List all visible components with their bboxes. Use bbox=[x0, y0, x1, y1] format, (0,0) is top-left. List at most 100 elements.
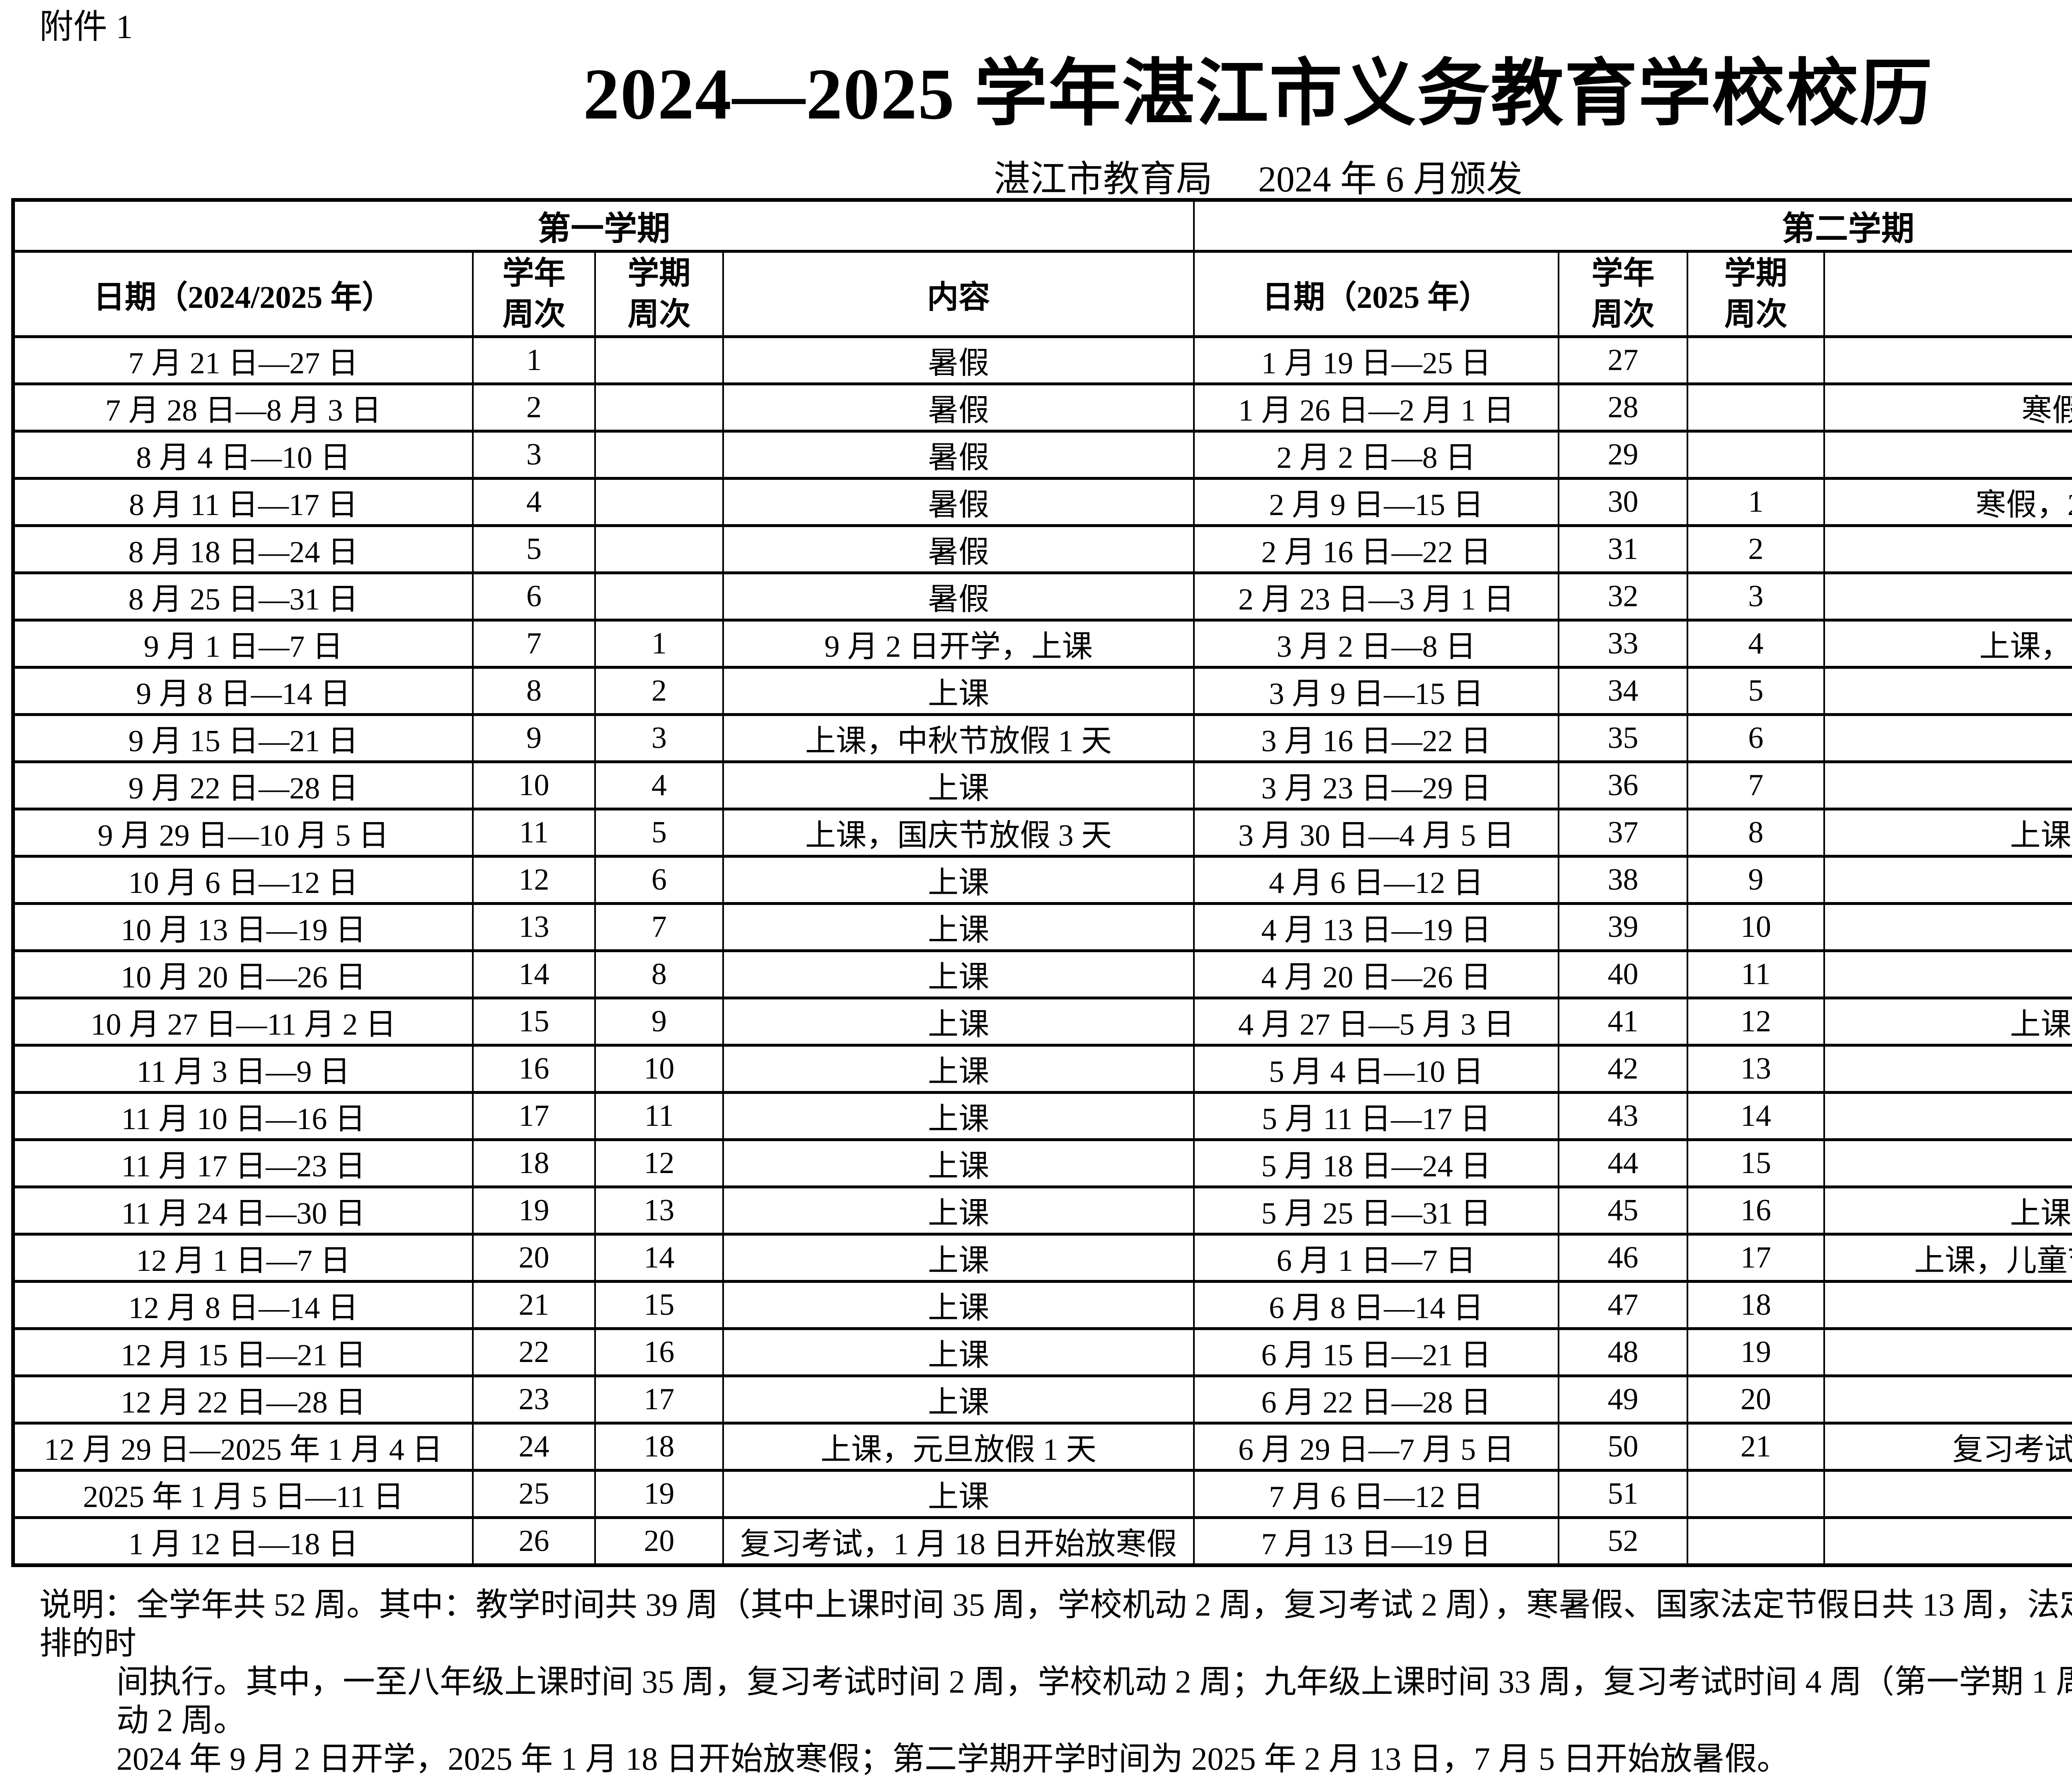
sem1-date-cell: 10 月 13 日—19 日 bbox=[13, 904, 473, 951]
sem2-term-week-cell: 19 bbox=[1687, 1329, 1824, 1376]
sem2-content-cell: 上课 bbox=[1824, 1376, 2072, 1423]
sem2-term-week-cell: 10 bbox=[1687, 904, 1824, 951]
sem1-content-cell: 上课 bbox=[723, 1234, 1194, 1282]
sem2-year-week-cell: 27 bbox=[1559, 337, 1687, 384]
sem1-year-week-cell: 22 bbox=[473, 1329, 595, 1376]
sem2-term-week-cell: 9 bbox=[1687, 856, 1824, 904]
sem2-year-week-cell: 31 bbox=[1559, 526, 1687, 573]
sem2-content-column-header: 内容 bbox=[1824, 252, 2072, 337]
sem2-year-week-cell: 36 bbox=[1559, 762, 1687, 809]
sem1-year-week-cell: 24 bbox=[473, 1423, 595, 1471]
sem2-content-cell: 暑假 bbox=[1824, 1471, 2072, 1518]
sem1-year-week-cell: 18 bbox=[473, 1140, 595, 1187]
semester1-header: 第一学期 bbox=[13, 200, 1194, 252]
sem1-content-cell: 暑假 bbox=[723, 384, 1194, 431]
sem2-content-cell: 上课 bbox=[1824, 1140, 2072, 1187]
sem2-content-cell: 上课 bbox=[1824, 1093, 2072, 1140]
sem2-date-cell: 1 月 26 日—2 月 1 日 bbox=[1194, 384, 1559, 431]
sem2-content-cell: 上课，儿童节（14 岁以下）放假 1 天 bbox=[1824, 1234, 2072, 1282]
sem2-date-cell: 5 月 11 日—17 日 bbox=[1194, 1093, 1559, 1140]
sem2-content-cell: 寒假，2 月 13 日开学，上课 bbox=[1824, 479, 2072, 526]
sem1-content-cell: 上课 bbox=[723, 1187, 1194, 1234]
sem1-year-week-cell: 5 bbox=[473, 526, 595, 573]
sem1-content-cell: 暑假 bbox=[723, 479, 1194, 526]
page-subtitle: 湛江市教育局 2024 年 6 月颁发 bbox=[0, 162, 2072, 198]
sem2-year-week-column-header-label: 学年周次 bbox=[1589, 253, 1657, 335]
notes-line-1: 说明：全学年共 52 周。其中：教学时间共 39 周（其中上课时间 35 周，学… bbox=[39, 1585, 2072, 1662]
sem2-content-cell: 上课 bbox=[1824, 1282, 2072, 1329]
sem2-date-cell: 3 月 16 日—22 日 bbox=[1194, 715, 1559, 762]
sem2-date-cell: 5 月 18 日—24 日 bbox=[1194, 1140, 1559, 1187]
sem2-year-week-cell: 43 bbox=[1559, 1093, 1687, 1140]
sem2-content-cell: 上课，清明节放假 1 天 bbox=[1824, 809, 2072, 856]
sem1-year-week-cell: 12 bbox=[473, 856, 595, 904]
sem2-term-week-cell: 21 bbox=[1687, 1423, 1824, 1471]
sem2-date-cell: 6 月 8 日—14 日 bbox=[1194, 1282, 1559, 1329]
sem2-date-cell: 3 月 2 日—8 日 bbox=[1194, 620, 1559, 668]
sem1-term-week-cell: 4 bbox=[595, 762, 723, 809]
sem2-term-week-cell: 7 bbox=[1687, 762, 1824, 809]
sem2-year-week-cell: 37 bbox=[1559, 809, 1687, 856]
sem1-year-week-cell: 17 bbox=[473, 1093, 595, 1140]
sem2-term-week-cell: 8 bbox=[1687, 809, 1824, 856]
sem2-date-cell: 2 月 16 日—22 日 bbox=[1194, 526, 1559, 573]
sem2-year-week-cell: 40 bbox=[1559, 951, 1687, 998]
sem1-year-week-column-header-label: 学年周次 bbox=[500, 253, 568, 335]
sem2-year-week-cell: 44 bbox=[1559, 1140, 1687, 1187]
sem1-term-week-cell: 8 bbox=[595, 951, 723, 998]
sem1-year-week-cell: 3 bbox=[473, 431, 595, 479]
semester2-header: 第二学期 bbox=[1194, 200, 2072, 252]
sem2-content-cell: 上课 bbox=[1824, 951, 2072, 998]
sem2-content-cell: 上课，劳动节放假 1 天 bbox=[1824, 998, 2072, 1045]
sem2-content-cell: 上课 bbox=[1824, 668, 2072, 715]
sem1-content-cell: 上课 bbox=[723, 1471, 1194, 1518]
sem1-year-week-cell: 16 bbox=[473, 1045, 595, 1093]
sem1-content-cell: 暑假 bbox=[723, 526, 1194, 573]
sem1-content-cell: 复习考试，1 月 18 日开始放寒假 bbox=[723, 1518, 1194, 1565]
sem2-year-week-cell: 48 bbox=[1559, 1329, 1687, 1376]
sem2-year-week-cell: 52 bbox=[1559, 1518, 1687, 1565]
sem2-year-week-cell: 45 bbox=[1559, 1187, 1687, 1234]
sem2-content-cell: 上课，妇女节妇女放假半天 bbox=[1824, 620, 2072, 668]
sem1-date-cell: 12 月 22 日—28 日 bbox=[13, 1376, 473, 1423]
sem2-content-cell: 上课 bbox=[1824, 1045, 2072, 1093]
sem2-term-week-cell: 18 bbox=[1687, 1282, 1824, 1329]
sem2-term-week-cell: 16 bbox=[1687, 1187, 1824, 1234]
sem2-term-week-cell bbox=[1687, 337, 1824, 384]
sem1-term-week-cell: 10 bbox=[595, 1045, 723, 1093]
sem2-content-cell: 上课 bbox=[1824, 573, 2072, 620]
sem2-term-week-cell: 2 bbox=[1687, 526, 1824, 573]
sem2-year-week-cell: 50 bbox=[1559, 1423, 1687, 1471]
sem2-date-cell: 6 月 15 日—21 日 bbox=[1194, 1329, 1559, 1376]
sem2-term-week-cell: 11 bbox=[1687, 951, 1824, 998]
attachment-label: 附件 1 bbox=[39, 7, 2072, 46]
sem1-term-week-cell: 2 bbox=[595, 668, 723, 715]
sem1-content-cell: 上课 bbox=[723, 998, 1194, 1045]
sem1-date-cell: 1 月 12 日—18 日 bbox=[13, 1518, 473, 1565]
sem2-year-week-cell: 42 bbox=[1559, 1045, 1687, 1093]
sem2-date-cell: 3 月 9 日—15 日 bbox=[1194, 668, 1559, 715]
sem1-term-week-cell: 11 bbox=[595, 1093, 723, 1140]
sem1-content-cell: 上课 bbox=[723, 1376, 1194, 1423]
sem1-term-week-cell bbox=[595, 384, 723, 431]
sem2-term-week-cell: 5 bbox=[1687, 668, 1824, 715]
sem2-date-cell: 2 月 23 日—3 月 1 日 bbox=[1194, 573, 1559, 620]
sem2-date-cell: 3 月 30 日—4 月 5 日 bbox=[1194, 809, 1559, 856]
sem2-term-week-cell: 6 bbox=[1687, 715, 1824, 762]
notes-section: 说明：全学年共 52 周。其中：教学时间共 39 周（其中上课时间 35 周，学… bbox=[39, 1585, 2072, 1778]
sem2-year-week-cell: 49 bbox=[1559, 1376, 1687, 1423]
sem1-date-column-header: 日期（2024/2025 年） bbox=[13, 252, 473, 337]
sem1-date-cell: 12 月 8 日—14 日 bbox=[13, 1282, 473, 1329]
sem2-year-week-cell: 28 bbox=[1559, 384, 1687, 431]
